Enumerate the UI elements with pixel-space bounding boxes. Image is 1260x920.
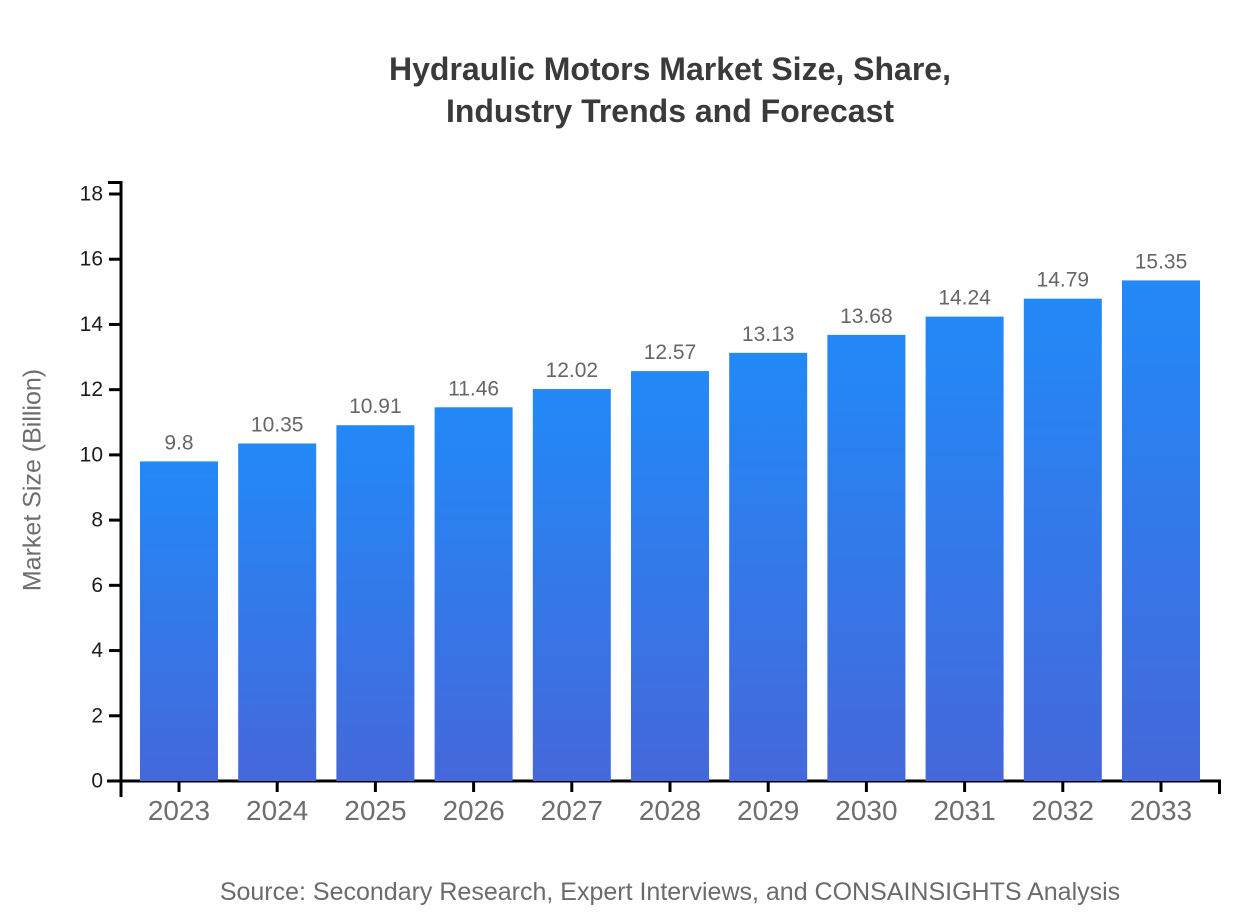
- y-tick-label: 18: [80, 183, 103, 206]
- x-tick-label: 2031: [933, 795, 995, 826]
- bar: [434, 407, 513, 781]
- y-tick-label: 4: [91, 639, 103, 662]
- x-tick-label: 2024: [246, 795, 308, 826]
- bar-value-label: 12.57: [644, 341, 697, 364]
- bar-value-label: 9.8: [164, 431, 193, 454]
- x-tick-label: 2030: [835, 795, 897, 826]
- bar-value-label: 13.13: [742, 323, 795, 346]
- source-note: Source: Secondary Research, Expert Inter…: [219, 878, 1121, 906]
- bar-value-label: 14.24: [938, 287, 991, 310]
- bar: [729, 352, 808, 781]
- x-tick-label: 2029: [737, 795, 799, 826]
- x-tick-label: 2028: [639, 795, 701, 826]
- y-tick-label: 14: [80, 313, 104, 336]
- x-tick-label: 2023: [148, 795, 210, 826]
- y-tick-label: 6: [91, 574, 103, 597]
- x-tick-label: 2033: [1130, 795, 1192, 826]
- bar: [532, 389, 611, 781]
- y-tick-label: 0: [91, 770, 103, 793]
- bar: [1023, 298, 1102, 781]
- x-tick-label: 2026: [442, 795, 504, 826]
- bar-value-label: 10.35: [251, 413, 304, 436]
- x-tick-label: 2027: [541, 795, 603, 826]
- bar-value-label: 10.91: [349, 395, 402, 418]
- bar: [336, 425, 415, 781]
- bar-value-label: 15.35: [1135, 250, 1188, 273]
- bar-value-label: 13.68: [840, 305, 893, 328]
- y-tick-label: 2: [91, 704, 103, 727]
- bar: [1122, 280, 1200, 781]
- bar: [631, 371, 709, 781]
- x-tick-label: 2025: [344, 795, 406, 826]
- y-tick-label: 10: [80, 443, 103, 466]
- chart-title: Hydraulic Motors Market Size, Share, Ind…: [389, 51, 951, 129]
- x-tick-label: 2032: [1032, 795, 1094, 826]
- bar: [140, 461, 218, 781]
- y-tick-label: 16: [80, 248, 103, 271]
- bar: [238, 443, 317, 781]
- bar: [827, 334, 906, 781]
- bar: [925, 316, 1004, 781]
- bar-value-label: 12.02: [546, 359, 599, 382]
- y-tick-label: 8: [91, 509, 103, 532]
- y-tick-label: 12: [80, 378, 103, 401]
- bar-value-label: 11.46: [448, 377, 499, 400]
- bar-value-label: 14.79: [1037, 269, 1090, 292]
